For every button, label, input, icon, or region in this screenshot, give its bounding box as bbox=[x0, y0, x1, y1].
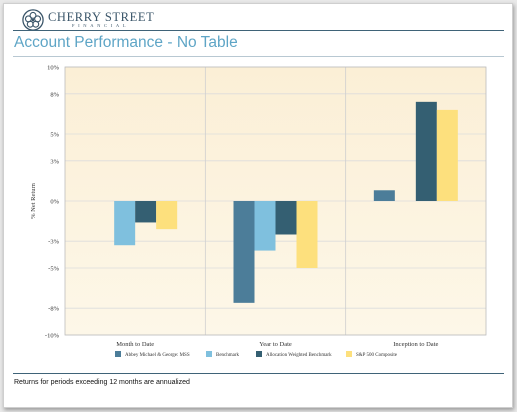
y-axis-title: % Net Return bbox=[30, 182, 37, 218]
footer-divider bbox=[13, 373, 504, 374]
x-tick-label: Inception to Date bbox=[393, 341, 438, 348]
bar bbox=[254, 201, 276, 251]
legend-swatch bbox=[346, 351, 352, 357]
legend-label: Benchmark bbox=[216, 353, 240, 358]
header-divider bbox=[13, 30, 504, 31]
y-tick-label: -8% bbox=[48, 306, 59, 313]
y-tick-label: 10% bbox=[47, 65, 60, 72]
bar bbox=[233, 201, 255, 303]
bar bbox=[135, 201, 157, 223]
brand-logo: CHERRY STREET FINANCIAL bbox=[22, 8, 154, 32]
bar bbox=[275, 201, 297, 235]
y-tick-label: 8% bbox=[50, 91, 59, 98]
brand-subtitle: FINANCIAL bbox=[72, 23, 130, 29]
y-tick-label: -3% bbox=[48, 239, 59, 246]
y-tick-label: -5% bbox=[48, 266, 59, 273]
x-tick-label: Year to Date bbox=[259, 341, 292, 348]
x-tick-label: Month to Date bbox=[116, 341, 154, 348]
y-tick-label: 0% bbox=[50, 199, 59, 206]
y-tick-label: 3% bbox=[50, 158, 59, 165]
title-divider bbox=[13, 56, 504, 57]
legend-swatch bbox=[206, 351, 212, 357]
legend-swatch bbox=[256, 351, 262, 357]
legend-label: S&P 500 Composite bbox=[356, 353, 398, 358]
page-title: Account Performance - No Table bbox=[14, 34, 238, 51]
bar bbox=[156, 201, 178, 230]
legend-label: Allocation Weighted Benchmark bbox=[266, 353, 332, 358]
bar bbox=[436, 109, 458, 201]
y-tick-label: -10% bbox=[45, 333, 60, 340]
brand-name: CHERRY STREET bbox=[48, 9, 155, 24]
plot-frame bbox=[64, 66, 487, 336]
bar bbox=[415, 101, 437, 201]
bar bbox=[114, 201, 136, 246]
bar bbox=[373, 190, 395, 201]
legend-swatch bbox=[115, 351, 121, 357]
bar bbox=[296, 201, 318, 268]
y-tick-label: 5% bbox=[50, 132, 59, 139]
legend-label: Abbey Michael & George: MSS bbox=[125, 353, 190, 358]
footnote: Returns for periods exceeding 12 months … bbox=[14, 379, 190, 386]
